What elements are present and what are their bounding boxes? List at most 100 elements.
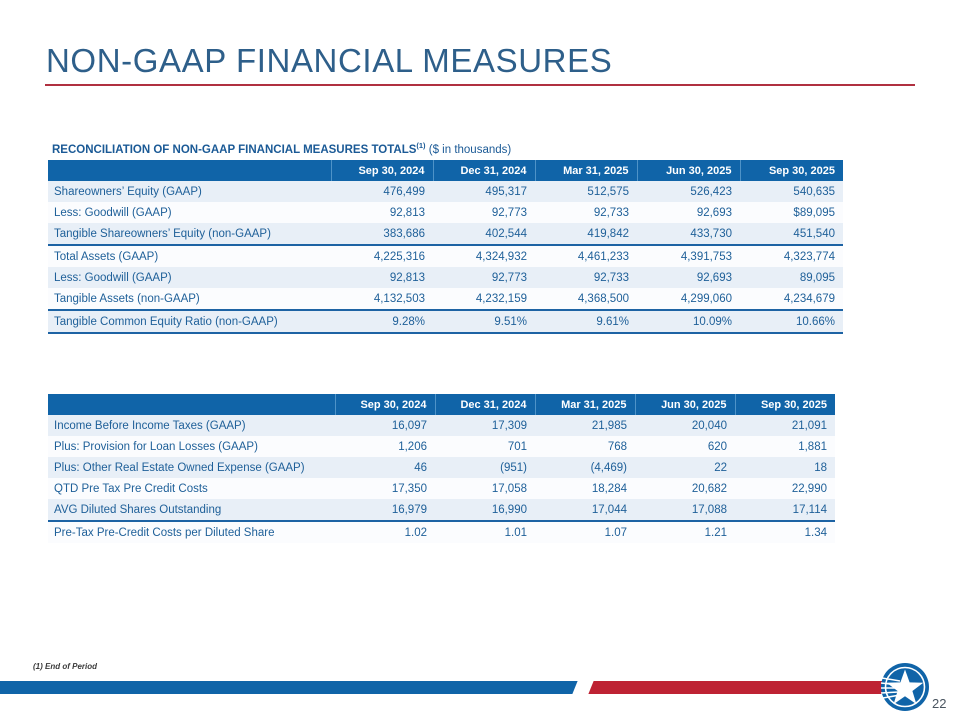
- footer-bar-blue: [0, 681, 585, 694]
- table-one-row-2-label: Tangible Shareowners’ Equity (non-GAAP): [48, 223, 331, 246]
- slide-footnote: (1) End of Period: [33, 662, 97, 671]
- table-two-row-2-col-3: 22: [635, 457, 735, 478]
- table-one-row-2-col-4: 451,540: [740, 223, 843, 246]
- table-one-row-1-col-4: $89,095: [740, 202, 843, 223]
- title-underline-rule: [45, 84, 915, 86]
- table-two-row-2-col-4: 18: [735, 457, 835, 478]
- table-two-row-4-col-2: 17,044: [535, 499, 635, 522]
- table-one-row-3-col-1: 4,324,932: [433, 245, 535, 267]
- table-two-row-2-col-1: (951): [435, 457, 535, 478]
- table-two-header-label: [48, 394, 336, 415]
- table-two-row-3-col-3: 20,682: [635, 478, 735, 499]
- table-two-row-0-col-4: 21,091: [735, 415, 835, 436]
- reconciliation-table-equity-assets: Sep 30, 2024 Dec 31, 2024 Mar 31, 2025 J…: [48, 160, 843, 334]
- table-one-row-3-col-3: 4,391,753: [637, 245, 740, 267]
- table-two-row-5-col-1: 1.01: [435, 521, 535, 543]
- table-row: Tangible Assets (non-GAAP) 4,132,503 4,2…: [48, 288, 843, 311]
- table-one-row-6-col-4: 10.66%: [740, 310, 843, 334]
- table-row: Less: Goodwill (GAAP) 92,813 92,773 92,7…: [48, 267, 843, 288]
- table-two-row-3-col-4: 22,990: [735, 478, 835, 499]
- table-two-row-1-col-2: 768: [535, 436, 635, 457]
- page-number: 22: [932, 696, 947, 711]
- table-two-row-0-col-2: 21,985: [535, 415, 635, 436]
- table-two-row-3-col-1: 17,058: [435, 478, 535, 499]
- table-row: QTD Pre Tax Pre Credit Costs 17,350 17,0…: [48, 478, 835, 499]
- table-row: Income Before Income Taxes (GAAP) 16,097…: [48, 415, 835, 436]
- table-one-header-col-0: Sep 30, 2024: [331, 160, 434, 181]
- table-two-row-2-col-2: (4,469): [535, 457, 635, 478]
- table-one-row-4-col-0: 92,813: [331, 267, 433, 288]
- table-two-row-5-col-2: 1.07: [535, 521, 635, 543]
- table-one-row-5-col-1: 4,232,159: [433, 288, 535, 311]
- table-one-row-2-col-2: 419,842: [535, 223, 637, 246]
- table-one-row-2-col-3: 433,730: [637, 223, 740, 246]
- table-row: Less: Goodwill (GAAP) 92,813 92,773 92,7…: [48, 202, 843, 223]
- table-one-row-1-col-3: 92,693: [637, 202, 740, 223]
- table-two-header-row: Sep 30, 2024 Dec 31, 2024 Mar 31, 2025 J…: [48, 394, 835, 415]
- table-one-row-1-label: Less: Goodwill (GAAP): [48, 202, 331, 223]
- table-one-row-0-col-3: 526,423: [637, 181, 740, 202]
- table-row: Shareowners’ Equity (GAAP) 476,499 495,3…: [48, 181, 843, 202]
- table-two-row-5-col-3: 1.21: [635, 521, 735, 543]
- table-row: Plus: Other Real Estate Owned Expense (G…: [48, 457, 835, 478]
- table-one-row-6-label: Tangible Common Equity Ratio (non-GAAP): [48, 310, 331, 334]
- table-two-row-1-col-1: 701: [435, 436, 535, 457]
- table-one-row-3-col-0: 4,225,316: [331, 245, 433, 267]
- table-one-row-5-col-0: 4,132,503: [331, 288, 433, 311]
- table-row: Pre-Tax Pre-Credit Costs per Diluted Sha…: [48, 521, 835, 543]
- table-one-row-0-label: Shareowners’ Equity (GAAP): [48, 181, 331, 202]
- table-two-header: Sep 30, 2024 Dec 31, 2024 Mar 31, 2025 J…: [48, 394, 835, 415]
- table-row: Total Assets (GAAP) 4,225,316 4,324,932 …: [48, 245, 843, 267]
- table-two-row-0-col-3: 20,040: [635, 415, 735, 436]
- table-one-row-4-label: Less: Goodwill (GAAP): [48, 267, 331, 288]
- table-two-row-3-label: QTD Pre Tax Pre Credit Costs: [48, 478, 335, 499]
- table-two-row-0-col-1: 17,309: [435, 415, 535, 436]
- table-two-row-1-col-3: 620: [635, 436, 735, 457]
- section-subtitle-footnote-marker: (1): [416, 141, 426, 150]
- table-two-row-4-col-4: 17,114: [735, 499, 835, 522]
- table-one-row-6-col-2: 9.61%: [535, 310, 637, 334]
- table-two-row-5-label: Pre-Tax Pre-Credit Costs per Diluted Sha…: [48, 521, 335, 543]
- table-row: Plus: Provision for Loan Losses (GAAP) 1…: [48, 436, 835, 457]
- table-one-row-4-col-3: 92,693: [637, 267, 740, 288]
- table-two-row-2-col-0: 46: [335, 457, 435, 478]
- table-two-row-0-col-0: 16,097: [335, 415, 435, 436]
- table-two-header-col-0: Sep 30, 2024: [335, 394, 436, 415]
- table-two-body: Income Before Income Taxes (GAAP) 16,097…: [48, 415, 835, 543]
- table-two-row-4-label: AVG Diluted Shares Outstanding: [48, 499, 335, 522]
- table-one-header-col-3: Jun 30, 2025: [637, 160, 741, 181]
- table-two-row-4-col-1: 16,990: [435, 499, 535, 522]
- section-subtitle: RECONCILIATION OF NON-GAAP FINANCIAL MEA…: [52, 141, 511, 156]
- table-one-header-col-4: Sep 30, 2025: [740, 160, 843, 181]
- table-one-row-5-col-4: 4,234,679: [740, 288, 843, 311]
- footer-bar-red: [578, 681, 928, 694]
- table-two-row-3-col-2: 18,284: [535, 478, 635, 499]
- table-one-row-0-col-4: 540,635: [740, 181, 843, 202]
- section-subtitle-main: RECONCILIATION OF NON-GAAP FINANCIAL MEA…: [52, 143, 417, 156]
- table-one-row-5-col-3: 4,299,060: [637, 288, 740, 311]
- table-one-header-row: Sep 30, 2024 Dec 31, 2024 Mar 31, 2025 J…: [48, 160, 843, 181]
- table-two-header-col-1: Dec 31, 2024: [435, 394, 536, 415]
- table-two-row-3-col-0: 17,350: [335, 478, 435, 499]
- table-one-row-1-col-2: 92,733: [535, 202, 637, 223]
- table-two-row-1-label: Plus: Provision for Loan Losses (GAAP): [48, 436, 335, 457]
- table-one-row-0-col-2: 512,575: [535, 181, 637, 202]
- table-one-header-label: [48, 160, 332, 181]
- table-two-row-4-col-0: 16,979: [335, 499, 435, 522]
- table-one-row-6-col-1: 9.51%: [433, 310, 535, 334]
- table-one-row-1-col-0: 92,813: [331, 202, 433, 223]
- table-one-header-col-1: Dec 31, 2024: [433, 160, 536, 181]
- table-one-row-0-col-0: 476,499: [331, 181, 433, 202]
- table-two-row-2-label: Plus: Other Real Estate Owned Expense (G…: [48, 457, 335, 478]
- table-one-row-3-col-4: 4,323,774: [740, 245, 843, 267]
- company-star-logo-icon: [880, 662, 930, 712]
- table-one-row-3-label: Total Assets (GAAP): [48, 245, 331, 267]
- table-one-row-0-col-1: 495,317: [433, 181, 535, 202]
- table-one-row-4-col-1: 92,773: [433, 267, 535, 288]
- table-one-body: Shareowners’ Equity (GAAP) 476,499 495,3…: [48, 181, 843, 334]
- table-one-row-4-col-4: 89,095: [740, 267, 843, 288]
- table-two-header-col-3: Jun 30, 2025: [635, 394, 736, 415]
- table-two-header-col-2: Mar 31, 2025: [535, 394, 636, 415]
- table-two-row-0-label: Income Before Income Taxes (GAAP): [48, 415, 335, 436]
- table-one-header: Sep 30, 2024 Dec 31, 2024 Mar 31, 2025 J…: [48, 160, 843, 181]
